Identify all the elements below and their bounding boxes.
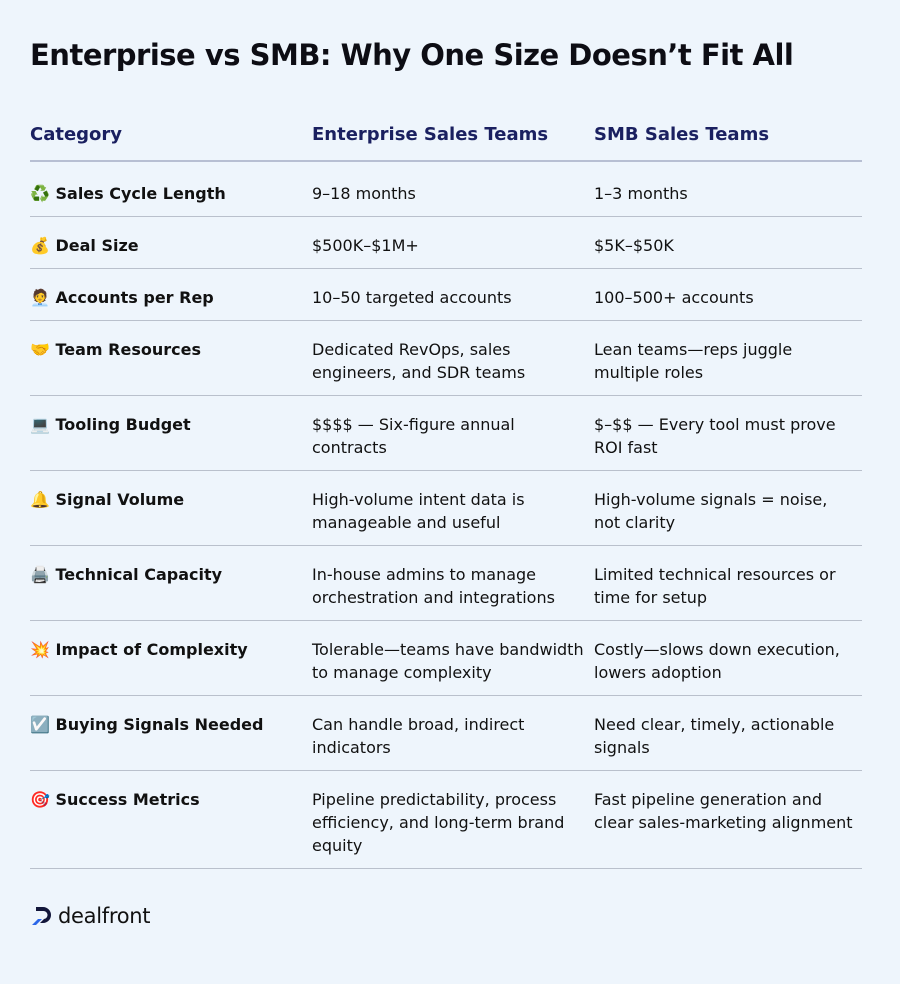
- table-row: ♻️ Sales Cycle Length 9–18 months 1–3 mont…: [30, 161, 862, 217]
- row-label: 💻 Tooling Budget: [30, 395, 312, 471]
- cell: Need clear, timely, actionable signals: [594, 695, 862, 771]
- table-row: 💰 Deal Size $500K–$1M+ $5K–$50K: [30, 216, 862, 269]
- cell: Lean teams—reps juggle multiple roles: [594, 320, 862, 396]
- row-label: 🖨️ Technical Capacity: [30, 545, 312, 621]
- cell: Limited technical resources or time for …: [594, 545, 862, 621]
- cell: Fast pipeline generation and clear sales…: [594, 770, 862, 869]
- comparison-table: Category Enterprise Sales Teams SMB Sales …: [30, 112, 862, 869]
- header-row: Category Enterprise Sales Teams SMB Sales …: [30, 112, 862, 162]
- header-cell: SMB Sales Teams: [594, 112, 862, 162]
- row-label: 🎯 Success Metrics: [30, 770, 312, 869]
- table-row: 🤝 Team Resources Dedicated RevOps, sales …: [30, 320, 862, 396]
- table-row: 💻 Tooling Budget $$$$ — Six-figure annual…: [30, 395, 862, 471]
- cell: $5K–$50K: [594, 216, 862, 269]
- logo: dealfront: [30, 904, 151, 928]
- cell: High-volume intent data is manageable an…: [312, 470, 594, 546]
- row-label: ☑️ Buying Signals Needed: [30, 695, 312, 771]
- header-cell: Category: [30, 112, 312, 162]
- cell: High-volume signals = noise, not clarity: [594, 470, 862, 546]
- cell: 9–18 months: [312, 161, 594, 217]
- row-label: 🧑‍💼 Accounts per Rep: [30, 268, 312, 321]
- cell: Tolerable—teams have bandwidth to manage…: [312, 620, 594, 696]
- table-row: 🔔 Signal Volume High-volume intent data i…: [30, 470, 862, 546]
- row-label: 🔔 Signal Volume: [30, 470, 312, 546]
- cell: Pipeline predictability, process efficie…: [312, 770, 594, 869]
- row-label: 💥 Impact of Complexity: [30, 620, 312, 696]
- row-label: 💰 Deal Size: [30, 216, 312, 269]
- cell: 1–3 months: [594, 161, 862, 217]
- header-cell: Enterprise Sales Teams: [312, 112, 594, 162]
- row-label: 🤝 Team Resources: [30, 320, 312, 396]
- cell: Can handle broad, indirect indicators: [312, 695, 594, 771]
- logo-icon: [32, 907, 51, 925]
- table-row: 🧑‍💼 Accounts per Rep 10–50 targeted accou…: [30, 268, 862, 321]
- cell: In-house admins to manage orchestration …: [312, 545, 594, 621]
- cell: 100–500+ accounts: [594, 268, 862, 321]
- cell: $–$$ — Every tool must prove ROI fast: [594, 395, 862, 471]
- cell: Dedicated RevOps, sales engineers, and S…: [312, 320, 594, 396]
- cell: $$$$ — Six-figure annual contracts: [312, 395, 594, 471]
- table-row: ☑️ Buying Signals Needed Can handle broad…: [30, 695, 862, 771]
- logo-text: dealfront: [58, 904, 151, 928]
- table-body: ♻️ Sales Cycle Length 9–18 months 1–3 mont…: [30, 161, 862, 869]
- cell: $500K–$1M+: [312, 216, 594, 269]
- title: Enterprise vs SMB: Why One Size Doesn’t …: [30, 38, 794, 72]
- table-header: Category Enterprise Sales Teams SMB Sales …: [30, 112, 862, 162]
- cell: 10–50 targeted accounts: [312, 268, 594, 321]
- row-label: ♻️ Sales Cycle Length: [30, 161, 312, 217]
- table-row: 💥 Impact of Complexity Tolerable—teams ha…: [30, 620, 862, 696]
- cell: Costly—slows down execution, lowers adop…: [594, 620, 862, 696]
- table-row: 🖨️ Technical Capacity In-house admins to …: [30, 545, 862, 621]
- table-row: 🎯 Success Metrics Pipeline predictability…: [30, 770, 862, 869]
